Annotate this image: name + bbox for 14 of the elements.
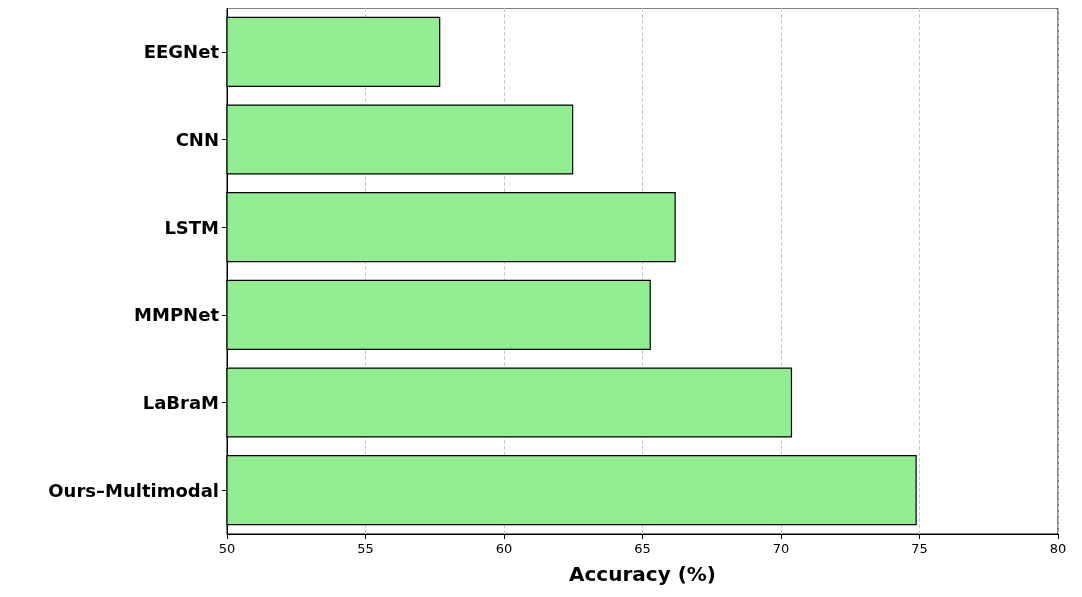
y-tick-label: Ours–Multimodal [48,479,219,501]
y-tick-label: EEGNet [143,41,220,63]
x-tick-label: 55 [357,541,374,556]
x-tick-label: 70 [772,541,790,556]
y-tick-label: LSTM [164,216,219,238]
y-tick-label: MMPNet [134,304,220,326]
x-tick-label: 50 [218,541,236,556]
x-tick-label: 75 [911,541,928,556]
x-tick-label: 80 [1049,541,1067,556]
y-tick-label: CNN [175,129,219,150]
x-tick-label: 65 [634,541,651,556]
y-tick-label: LaBraM [142,392,219,413]
x-tick-label: 60 [495,541,513,556]
x-axis-title: Accuracy (%) [569,562,716,586]
